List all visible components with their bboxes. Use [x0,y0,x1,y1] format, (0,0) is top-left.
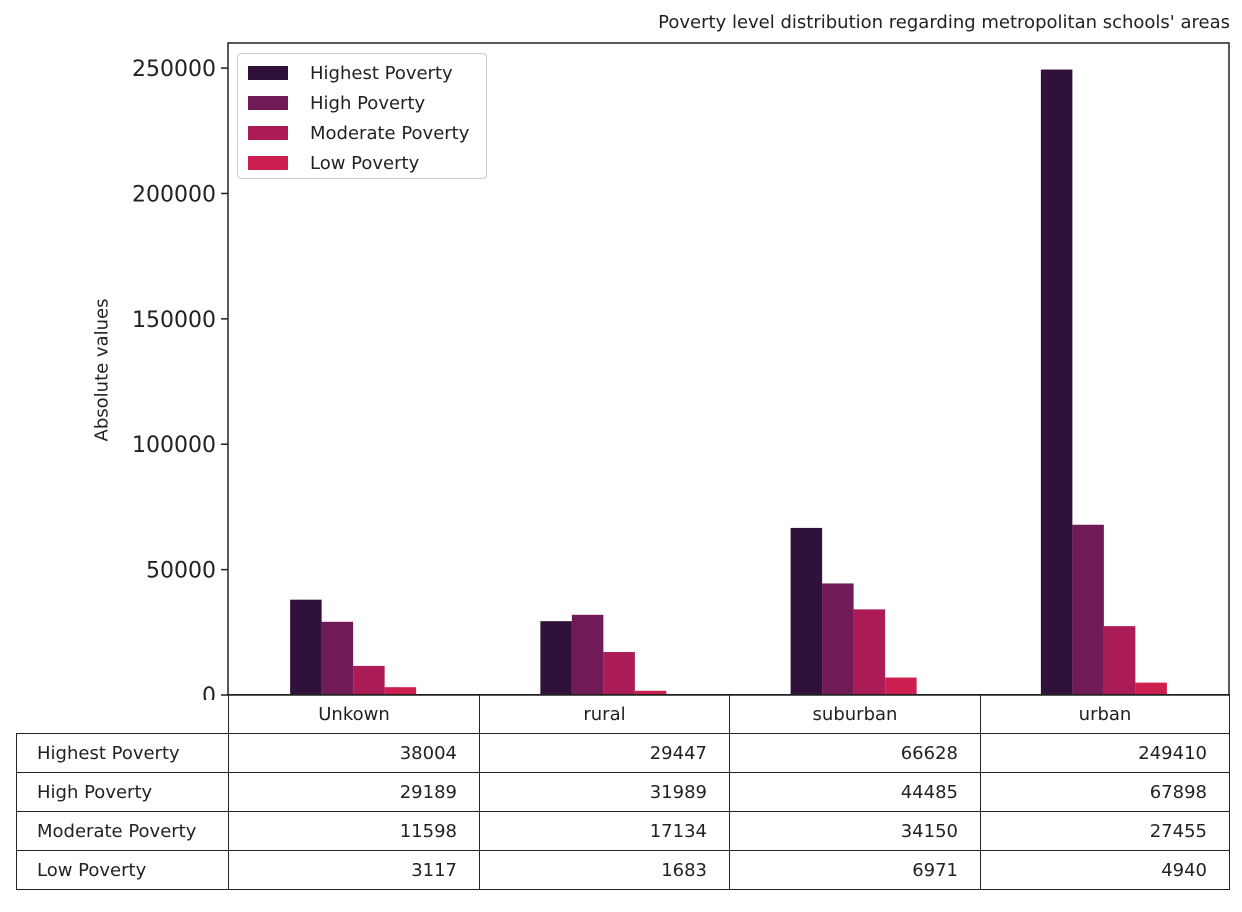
y-tick-label: 200000 [132,182,216,207]
column-header: urban [980,694,1230,734]
table-cell: 38004 [228,733,480,773]
bar-suburban-1 [822,583,854,695]
table-cell: 1683 [479,850,730,890]
table-cell: 34150 [729,811,981,851]
legend-swatch [248,96,288,110]
table-cell: 67898 [980,772,1230,812]
bar-unkown-3 [384,687,417,695]
bar-suburban-3 [885,677,917,695]
table-cell: 29447 [479,733,730,773]
legend-label: Highest Poverty [310,62,453,84]
table-cell: 27455 [980,811,1230,851]
table-cell: 4940 [980,850,1230,890]
y-tick-label: 100000 [132,433,216,458]
bar-rural-3 [634,690,667,695]
legend-swatch [248,156,288,170]
legend: Highest Poverty High Poverty Moderate Po… [237,53,487,179]
table-row: Highest Poverty 38004 29447 66628 249410 [16,733,1230,773]
bar-suburban-0 [790,527,823,695]
legend-item-moderate-poverty: Moderate Poverty [238,118,486,148]
y-tick-label: 250000 [132,57,216,82]
bar-urban-3 [1135,682,1167,695]
y-tick-label: 150000 [132,308,216,333]
table-cell: 66628 [729,733,981,773]
bar-rural-2 [603,652,635,695]
bar-urban-0 [1040,69,1073,696]
row-header: Moderate Poverty [16,811,229,851]
table-header-row: Unkown rural suburban urban [17,694,1230,734]
bar-suburban-2 [853,609,886,695]
y-tick-label: 50000 [146,559,216,584]
table-row: Low Poverty 3117 1683 6971 4940 [16,850,1230,890]
bar-unkown-1 [321,621,354,695]
table-cell: 11598 [228,811,480,851]
table-cell: 31989 [479,772,730,812]
table-cell: 17134 [479,811,730,851]
chart-title: Poverty level distribution regarding met… [658,12,1230,33]
bar-unkown-0 [290,599,322,695]
legend-item-highest-poverty: Highest Poverty [238,58,486,88]
legend-swatch [248,66,288,80]
table-cell: 3117 [228,850,480,890]
row-header: Low Poverty [16,850,229,890]
bar-chart: 0 50000 100000 150000 200000 250000 [132,42,1230,700]
table-cell: 44485 [729,772,981,812]
table-cell: 29189 [228,772,480,812]
legend-label: Low Poverty [310,152,420,174]
row-header: Highest Poverty [16,733,229,773]
table-cell: 6971 [729,850,981,890]
row-header: High Poverty [16,772,229,812]
legend-label: High Poverty [310,92,426,114]
table-row: Moderate Poverty 11598 17134 34150 27455 [16,811,1230,851]
column-header: Unkown [228,694,480,734]
bar-urban-1 [1072,524,1104,695]
table-corner [17,695,229,734]
legend-swatch [248,126,288,140]
bar-rural-1 [571,614,604,695]
table-cell: 249410 [980,733,1230,773]
legend-item-low-poverty: Low Poverty [238,148,486,178]
y-axis: 0 50000 100000 150000 200000 250000 [132,57,228,700]
legend-label: Moderate Poverty [310,122,470,144]
bars [290,69,1167,696]
table-row: High Poverty 29189 31989 44485 67898 [16,772,1230,812]
column-header: rural [479,694,730,734]
y-tick-label: 0 [202,684,216,700]
data-table: Unkown rural suburban urban Highest Pove… [16,694,1230,890]
legend-item-high-poverty: High Poverty [238,88,486,118]
bar-rural-0 [540,621,572,695]
bar-unkown-2 [353,665,385,695]
column-header: suburban [729,694,981,734]
bar-urban-2 [1103,626,1136,695]
